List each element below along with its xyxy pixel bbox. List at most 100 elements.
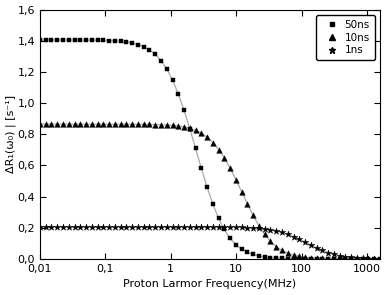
1ns [135,225,141,230]
1ns [152,225,158,230]
50ns [244,250,251,255]
10ns [89,122,95,127]
1ns [227,225,233,230]
10ns [365,257,372,261]
1ns [164,225,170,230]
1ns [348,255,354,260]
50ns [118,39,124,44]
1ns [89,225,95,230]
10ns [296,254,302,259]
50ns [360,257,366,261]
50ns [158,58,164,63]
50ns [181,108,187,113]
10ns [371,257,378,261]
1ns [210,225,216,230]
10ns [215,147,222,152]
1ns [233,225,239,230]
1ns [377,256,383,261]
1ns [302,240,308,245]
50ns [100,38,106,43]
1ns [244,225,251,230]
1ns [279,230,285,235]
10ns [37,122,43,127]
50ns [198,166,204,171]
50ns [267,255,274,260]
50ns [325,257,331,261]
50ns [43,37,49,42]
1ns [187,225,193,230]
10ns [285,251,291,255]
50ns [291,256,297,261]
1ns [181,225,187,230]
1ns [296,237,302,242]
50ns [336,257,343,261]
50ns [129,41,135,45]
10ns [239,189,245,194]
50ns [302,257,308,261]
50ns [54,38,60,42]
50ns [296,256,302,261]
1ns [192,225,199,230]
50ns [83,38,89,42]
10ns [60,122,66,127]
10ns [210,140,216,145]
10ns [192,128,199,133]
50ns [48,37,55,42]
10ns [331,256,337,261]
50ns [354,257,360,261]
10ns [129,122,135,127]
50ns [71,38,78,42]
10ns [233,177,239,182]
1ns [198,225,204,230]
50ns [239,247,245,251]
1ns [239,225,245,230]
1ns [60,225,66,230]
1ns [314,245,320,250]
10ns [227,166,233,171]
50ns [89,38,95,42]
50ns [377,257,383,261]
50ns [256,254,262,258]
50ns [233,242,239,247]
1ns [308,242,314,247]
10ns [83,122,89,127]
50ns [66,38,72,42]
1ns [354,255,360,260]
1ns [158,225,164,230]
10ns [342,257,348,261]
10ns [164,123,170,127]
10ns [170,123,176,128]
1ns [319,248,326,253]
50ns [365,257,372,261]
1ns [77,225,83,230]
10ns [336,257,343,261]
1ns [54,225,60,230]
10ns [181,125,187,130]
10ns [273,244,279,249]
1ns [273,229,279,233]
10ns [314,256,320,260]
10ns [152,122,158,127]
10ns [198,131,204,136]
10ns [100,122,106,127]
1ns [262,227,268,231]
50ns [112,39,118,43]
1ns [331,252,337,257]
10ns [325,256,331,261]
10ns [94,122,100,127]
1ns [83,225,89,230]
1ns [256,226,262,231]
10ns [146,122,152,127]
50ns [250,252,256,257]
10ns [221,156,227,160]
50ns [60,38,66,42]
50ns [227,236,233,240]
10ns [118,122,124,127]
50ns [262,255,268,259]
50ns [146,47,152,52]
10ns [71,122,78,127]
50ns [170,78,176,83]
50ns [215,216,222,220]
1ns [118,225,124,230]
10ns [360,257,366,261]
